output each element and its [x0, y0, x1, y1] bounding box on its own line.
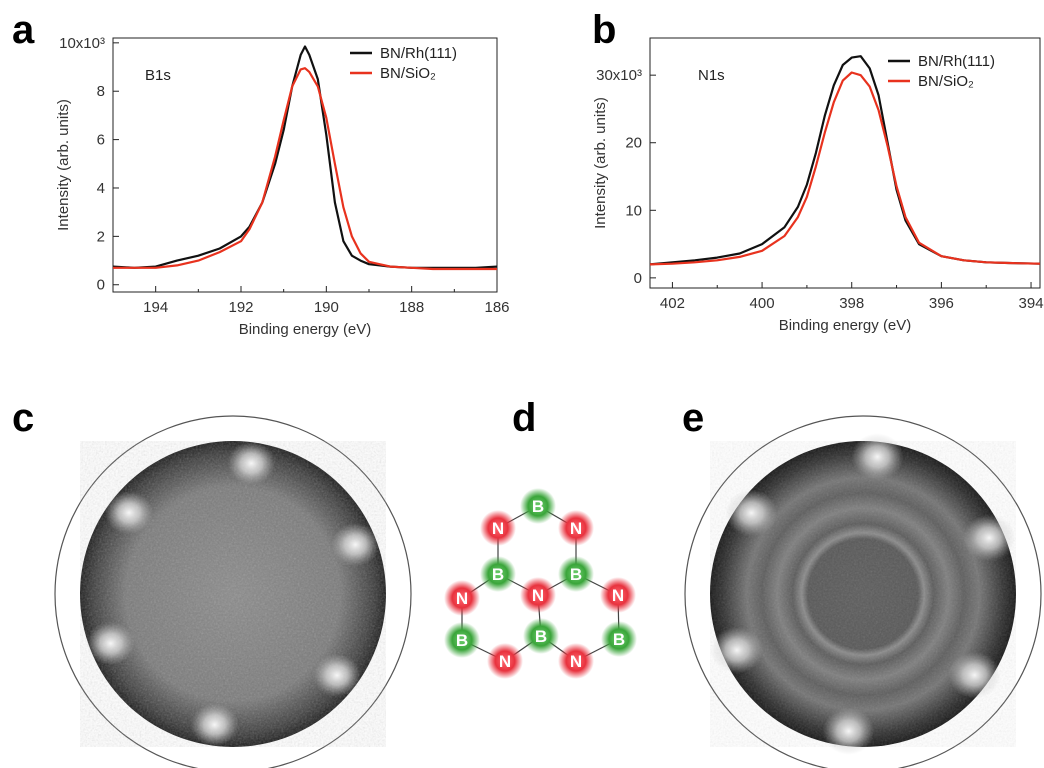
outer-ring-c — [54, 415, 412, 768]
diffraction-spot — [710, 626, 763, 674]
chart-b-n1s: 402 400 398 396 394 0 10 20 30x10³ Binding energy… — [592, 37, 1044, 334]
series-line-sio2 — [113, 67, 497, 271]
panel-letter-b: b — [592, 8, 617, 52]
diffraction-spot — [948, 651, 1001, 699]
atom-label: N — [532, 586, 544, 605]
atom-label: N — [499, 652, 511, 671]
panel-letter-c: c — [12, 396, 35, 440]
diffraction-pattern-c — [54, 415, 412, 768]
boron-atom — [480, 556, 516, 592]
legend-label: BN/SiO₂ — [380, 65, 436, 82]
atom-label: N — [570, 519, 582, 538]
x-tick-label: 188 — [399, 299, 424, 316]
y-tick-label: 10x10³ — [59, 35, 105, 52]
x-tick-label: 394 — [1019, 295, 1044, 312]
y-tick-label: 30x10³ — [596, 67, 642, 84]
diffraction-pattern-e — [684, 415, 1042, 768]
atom-label: B — [456, 631, 468, 650]
atom-label: N — [456, 589, 468, 608]
nitrogen-atom — [558, 643, 594, 679]
atom-label: B — [613, 630, 625, 649]
x-tick-label: 192 — [228, 299, 253, 316]
diffraction-spot — [86, 621, 135, 666]
x-tick-label: 396 — [929, 295, 954, 312]
panel-letter-d: d — [512, 396, 537, 440]
diffraction-spot — [313, 653, 361, 697]
legend-label: BN/Rh(111) — [380, 45, 457, 62]
y-tick-label: 4 — [97, 180, 105, 197]
nitrogen-atom — [558, 510, 594, 546]
y-tick-label: 0 — [634, 270, 642, 287]
diffraction-spot — [963, 514, 1016, 562]
plot-frame — [649, 37, 1041, 289]
atom-label: B — [532, 497, 544, 516]
nitrogen-atom — [600, 577, 636, 613]
boron-atom — [523, 618, 559, 654]
atom-label: N — [612, 586, 624, 605]
atom-label: B — [535, 627, 547, 646]
legend-label: BN/SiO₂ — [918, 73, 974, 90]
outer-ring-e — [684, 415, 1042, 768]
y-tick-label: 6 — [97, 132, 105, 149]
diffraction-spot — [227, 441, 276, 485]
atom-label: N — [570, 652, 582, 671]
x-tick-label: 402 — [660, 295, 685, 312]
x-tick-label: 398 — [839, 295, 864, 312]
grain-c — [80, 441, 386, 747]
series-line-sio2 — [649, 71, 1041, 266]
x-tick-label: 186 — [484, 299, 509, 316]
y-axis-label: Intensity (arb. units) — [592, 97, 609, 229]
nitrogen-atom — [444, 580, 480, 616]
y-tick-label: 0 — [97, 277, 105, 294]
peak-label: N1s — [698, 67, 725, 84]
diffraction-spot — [851, 433, 904, 481]
diffraction-spot — [725, 489, 778, 537]
x-tick-label: 400 — [750, 295, 775, 312]
diffraction-spot — [190, 703, 239, 747]
x-axis-label: Binding energy (eV) — [779, 317, 912, 334]
peak-label: B1s — [145, 67, 171, 84]
diffraction-spot — [331, 523, 380, 567]
diffraction-spot — [105, 491, 153, 535]
boron-atom — [558, 556, 594, 592]
nitrogen-atom — [520, 577, 556, 613]
chart-a-b1s: 194 192 190 188 186 0 2 4 6 8 10x10³ Binding energy… — [55, 35, 510, 338]
panel-letter-a: a — [12, 8, 35, 52]
boron-atom — [444, 622, 480, 658]
y-tick-label: 2 — [97, 228, 105, 245]
atom-label: N — [492, 519, 504, 538]
x-tick-label: 190 — [314, 299, 339, 316]
y-axis-label: Intensity (arb. units) — [55, 99, 72, 231]
series-line-rh111 — [649, 55, 1041, 266]
y-tick-label: 10 — [625, 202, 642, 219]
x-axis-label: Binding energy (eV) — [239, 321, 372, 338]
atom-label: B — [570, 565, 582, 584]
panel-letter-e: e — [682, 396, 705, 440]
nitrogen-atom — [480, 510, 516, 546]
diffraction-spot — [822, 707, 875, 755]
nitrogen-atom — [487, 643, 523, 679]
hbn-lattice-d: B N N B B N N N B B B N N — [444, 488, 637, 679]
boron-atom — [520, 488, 556, 524]
y-tick-label: 20 — [625, 135, 642, 152]
boron-atom — [601, 621, 637, 657]
y-tick-label: 8 — [97, 83, 105, 100]
atom-label: B — [492, 565, 504, 584]
grain-e — [710, 441, 1016, 747]
plot-frame — [112, 37, 498, 293]
x-tick-label: 194 — [143, 299, 168, 316]
legend-label: BN/Rh(111) — [918, 53, 995, 70]
